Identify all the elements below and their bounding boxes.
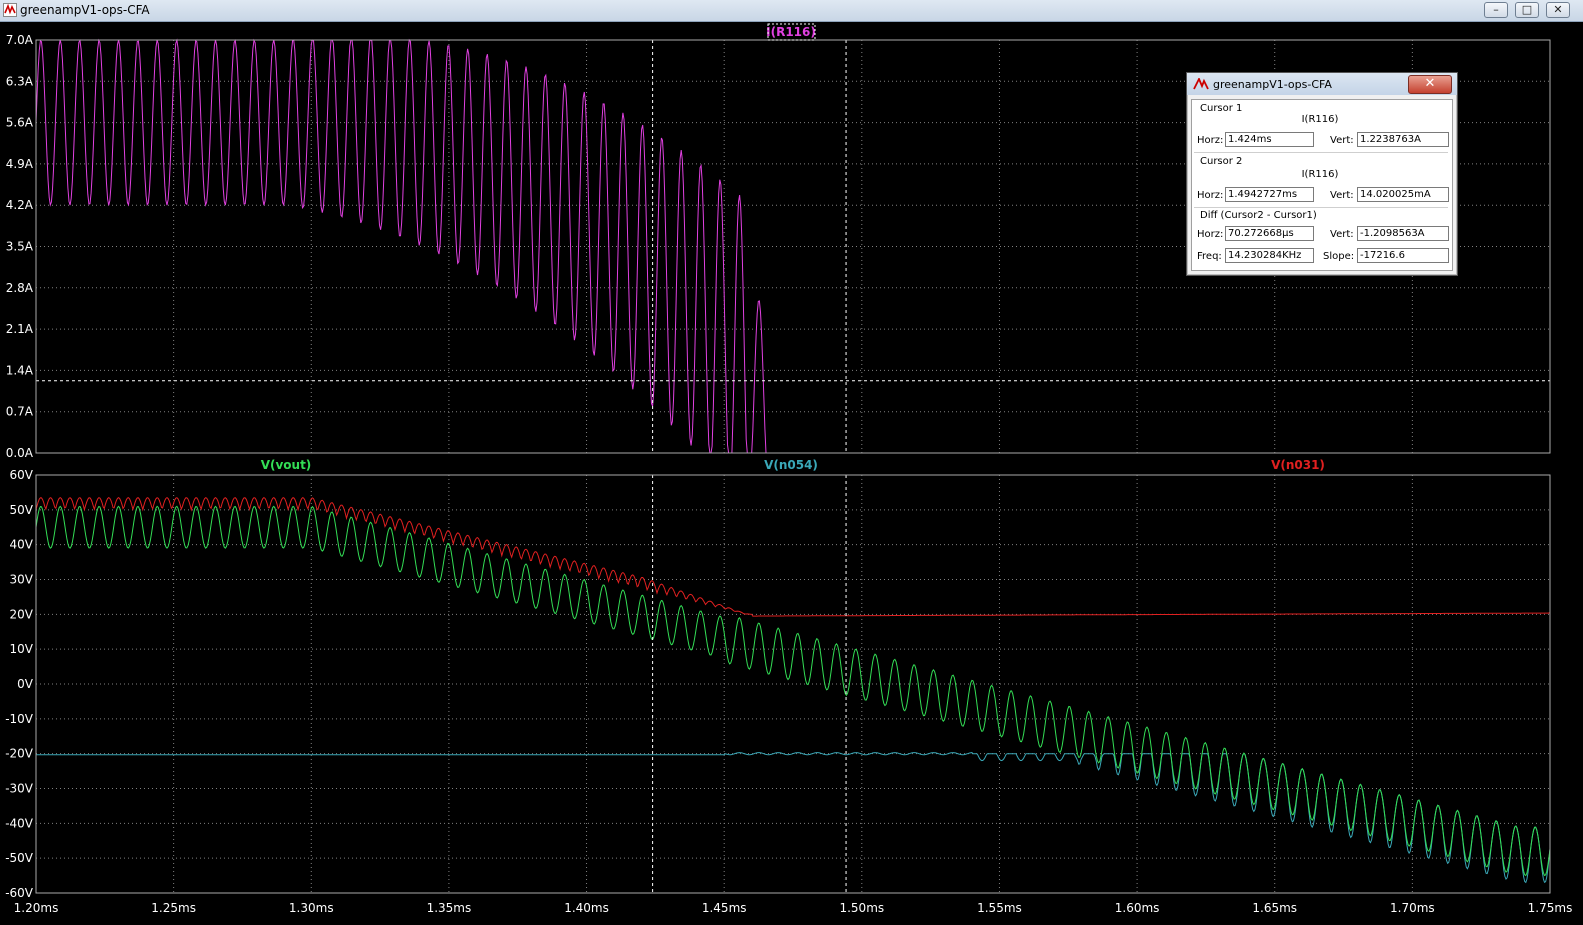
upper-y-tick-label: 2.8A	[6, 281, 34, 295]
x-tick-label: 1.50ms	[839, 901, 884, 915]
lower-y-tick-label: 50V	[10, 503, 34, 517]
dialog-body: Cursor 1 I(R116) Horz: 1.424ms Vert: 1.2…	[1191, 99, 1453, 271]
cursor1-horz-label: Horz:	[1197, 135, 1224, 146]
diff-slope-field[interactable]: -17216.6	[1357, 248, 1449, 263]
lower-y-tick-label: -60V	[5, 886, 34, 900]
x-tick-label: 1.25ms	[151, 901, 196, 915]
upper-y-tick-label: 4.2A	[6, 198, 34, 212]
cursor1-horz-field[interactable]: 1.424ms	[1225, 132, 1314, 147]
diff-slope-label: Slope:	[1323, 251, 1355, 262]
waveform-plot[interactable]: 1.20ms 1.25ms 1.30ms 1.35ms 1.40ms 1.45ms 1.50…	[0, 22, 1583, 925]
trace-label-cursor-box	[767, 23, 816, 41]
lower-y-tick-label: -10V	[5, 712, 34, 726]
close-button[interactable]: ✕	[1546, 2, 1570, 18]
x-tick-label: 1.70ms	[1390, 901, 1435, 915]
lower-y-tick-label: 30V	[10, 573, 34, 587]
diff-horz-label: Horz:	[1197, 229, 1224, 240]
plot-cursors[interactable]	[36, 40, 1550, 893]
minimize-button[interactable]: –	[1484, 2, 1508, 18]
lower-y-tick-label: 40V	[10, 538, 34, 552]
upper-y-tick-label: 3.5A	[6, 240, 34, 254]
trace-v-n031	[35, 496, 1550, 617]
lower-y-tick-label: 60V	[10, 468, 34, 482]
lower-y-tick-label: -30V	[5, 782, 34, 796]
trace-labels[interactable]: I(R116) V(vout) V(n054) V(n031)	[261, 23, 1325, 472]
upper-y-tick-label: 1.4A	[6, 363, 34, 377]
x-tick-label: 1.65ms	[1252, 901, 1297, 915]
section-divider	[1194, 207, 1448, 208]
x-tick-label: 1.55ms	[977, 901, 1022, 915]
x-tick-label: 1.40ms	[564, 901, 609, 915]
dialog-titlebar[interactable]: greenampV1-ops-CFA ✕	[1187, 73, 1457, 95]
lower-y-tick-label: 10V	[10, 642, 34, 656]
cursor1-trace: I(R116)	[1301, 114, 1339, 125]
cursor2-trace: I(R116)	[1301, 169, 1339, 180]
lower-y-tick-label: -50V	[5, 851, 34, 865]
upper-y-tick-label: 7.0A	[6, 33, 34, 47]
trace-label-v-vout[interactable]: V(vout)	[261, 458, 312, 472]
x-tick-label: 1.30ms	[289, 901, 334, 915]
dialog-title: greenampV1-ops-CFA	[1213, 78, 1332, 91]
diff-horz-field[interactable]: 70.272668µs	[1225, 226, 1314, 241]
upper-y-tick-label: 6.3A	[6, 74, 34, 88]
section-divider	[1194, 152, 1448, 153]
upper-y-tick-label: 4.9A	[6, 157, 34, 171]
cursor2-horz-label: Horz:	[1197, 190, 1224, 201]
cursor2-header: Cursor 2	[1200, 156, 1243, 167]
ltspice-app-icon	[3, 3, 17, 17]
lower-y-tick-label: -20V	[5, 747, 34, 761]
diff-freq-label: Freq:	[1197, 251, 1222, 262]
diff-header: Diff (Cursor2 - Cursor1)	[1200, 210, 1317, 221]
lower-y-tick-label: 0V	[17, 677, 34, 691]
upper-y-tick-label: 5.6A	[6, 116, 34, 130]
trace-v-vout	[35, 505, 1551, 877]
trace-label-i-r116[interactable]: I(R116)	[766, 25, 816, 39]
trace-label-v-n054[interactable]: V(n054)	[764, 458, 818, 472]
dialog-close-button[interactable]: ✕	[1408, 75, 1452, 94]
cursor1-vert-field[interactable]: 1.2238763A	[1357, 132, 1449, 147]
x-tick-label: 1.75ms	[1528, 901, 1573, 915]
plot-axes: 1.20ms 1.25ms 1.30ms 1.35ms 1.40ms 1.45ms 1.50…	[5, 33, 1572, 915]
ltspice-logo-icon	[1193, 78, 1209, 90]
upper-y-tick-label: 0.0A	[6, 446, 34, 460]
x-tick-label: 1.60ms	[1115, 901, 1160, 915]
window-titlebar[interactable]: greenampV1-ops-CFA – □ ✕	[0, 0, 1583, 22]
diff-vert-label: Vert:	[1330, 229, 1354, 240]
cursor2-vert-label: Vert:	[1330, 190, 1354, 201]
maximize-button[interactable]: □	[1515, 2, 1539, 18]
cursor1-vert-label: Vert:	[1330, 135, 1354, 146]
window-title: greenampV1-ops-CFA	[20, 3, 150, 17]
cursor2-horz-field[interactable]: 1.4942727ms	[1225, 187, 1314, 202]
x-tick-label: 1.20ms	[14, 901, 59, 915]
trace-v-n054	[36, 752, 1551, 884]
diff-vert-field[interactable]: -1.2098563A	[1357, 226, 1449, 241]
lower-y-tick-label: 20V	[10, 607, 34, 621]
lower-y-tick-label: -40V	[5, 816, 34, 830]
upper-y-tick-label: 2.1A	[6, 322, 34, 336]
cursor1-header: Cursor 1	[1200, 103, 1243, 114]
trace-label-v-n031[interactable]: V(n031)	[1271, 458, 1325, 472]
cursor2-vert-field[interactable]: 14.020025mA	[1357, 187, 1449, 202]
upper-y-tick-label: 0.7A	[6, 405, 34, 419]
x-tick-label: 1.45ms	[702, 901, 747, 915]
lower-pane-frame	[35, 474, 1551, 894]
x-tick-label: 1.35ms	[427, 901, 472, 915]
cursor-readout-dialog[interactable]: greenampV1-ops-CFA ✕ Cursor 1 I(R116) Ho…	[1186, 72, 1458, 276]
diff-freq-field[interactable]: 14.230284KHz	[1225, 248, 1314, 263]
